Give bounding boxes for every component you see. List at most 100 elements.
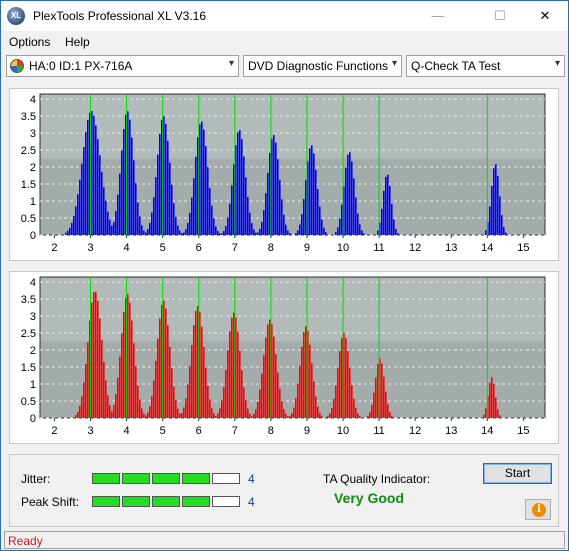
histogram-bar [197, 137, 199, 235]
x-tick-label: 2 [51, 425, 57, 437]
histogram-bar [227, 350, 229, 418]
histogram-bar [229, 331, 231, 418]
histogram-bar [203, 129, 205, 235]
plot-highlight [41, 278, 544, 342]
test-select[interactable]: Q-Check TA Test ▾ [406, 55, 565, 77]
histogram-bar [243, 156, 245, 235]
histogram-bar [319, 412, 321, 418]
histogram-bar [67, 230, 69, 235]
histogram-bar [281, 400, 283, 418]
info-button[interactable]: i [525, 499, 551, 520]
histogram-bar [145, 232, 147, 235]
histogram-bar [133, 343, 135, 418]
histogram-bar [173, 203, 175, 235]
histogram-bar [263, 210, 265, 235]
maximize-button[interactable]: ☐ [494, 8, 506, 23]
histogram-bar [263, 355, 265, 418]
histogram-bar [349, 368, 351, 418]
histogram-bar [119, 356, 121, 418]
histogram-bar [155, 177, 157, 235]
title-bar[interactable]: XL PlexTools Professional XL V3.16 — ☐ ✕ [1, 1, 568, 31]
histogram-bar [99, 155, 101, 235]
histogram-bar [249, 413, 251, 418]
x-tick-label: 5 [160, 425, 166, 437]
histogram-bar [237, 331, 239, 418]
histogram-bar [503, 227, 505, 235]
x-tick-label: 8 [268, 242, 274, 254]
histogram-bar [353, 178, 355, 235]
histogram-bar [179, 230, 181, 235]
histogram-bar [239, 350, 241, 418]
histogram-bar [159, 318, 161, 418]
peak-shift-label: Peak Shift: [21, 495, 80, 509]
histogram-bar [133, 160, 135, 235]
drive-select[interactable]: HA:0 ID:1 PX-716A ▾ [6, 55, 239, 77]
y-tick-label: 2 [30, 345, 36, 357]
histogram-bar [91, 302, 93, 418]
x-tick-label: 10 [337, 242, 349, 254]
histogram-bar [113, 222, 115, 235]
histogram-bar [233, 312, 235, 418]
histogram-bar [135, 183, 137, 235]
histogram-bar [165, 308, 167, 418]
histogram-bar [89, 112, 91, 235]
histogram-bar [161, 304, 163, 418]
histogram-bar [359, 224, 361, 235]
meter-segment [122, 473, 150, 484]
x-tick-label: 7 [232, 425, 238, 437]
start-button[interactable]: Start [483, 463, 552, 484]
function-select-value: DVD Diagnostic Functions [248, 59, 389, 73]
histogram-bar [231, 185, 233, 235]
histogram-bar [323, 227, 325, 235]
x-tick-label: 6 [196, 242, 202, 254]
histogram-bar [341, 337, 343, 418]
function-select[interactable]: DVD Diagnostic Functions ▾ [243, 55, 402, 77]
menu-options[interactable]: Options [9, 35, 51, 49]
histogram-bar [287, 416, 289, 418]
histogram-bar [231, 317, 233, 418]
plot-highlight [41, 95, 544, 159]
histogram-bar [187, 222, 189, 235]
histogram-bar [335, 385, 337, 418]
menu-help[interactable]: Help [65, 35, 90, 49]
histogram-bar [245, 400, 247, 418]
histogram-bar [103, 361, 105, 418]
status-text: Ready [8, 534, 43, 548]
histogram-bar [395, 228, 397, 235]
x-tick-label: 7 [232, 242, 238, 254]
histogram-bar [305, 326, 307, 418]
y-tick-label: 3.5 [21, 294, 36, 306]
histogram-bar [305, 180, 307, 235]
histogram-bar [199, 311, 201, 418]
histogram-bar [143, 230, 145, 235]
histogram-bar [253, 413, 255, 418]
meter-segment [212, 496, 240, 507]
info-icon: i [532, 503, 546, 517]
histogram-bar [73, 215, 75, 235]
histogram-bar [371, 404, 373, 418]
histogram-bar [141, 225, 143, 235]
close-button[interactable]: ✕ [539, 8, 551, 23]
histogram-bar [219, 233, 221, 235]
x-tick-label: 6 [196, 425, 202, 437]
histogram-bar [317, 406, 319, 418]
x-tick-label: 15 [517, 242, 529, 254]
histogram-bar [297, 230, 299, 235]
histogram-bar [109, 405, 111, 418]
histogram-bar [177, 225, 179, 235]
histogram-bar [199, 124, 201, 235]
test-select-value: Q-Check TA Test [411, 59, 501, 73]
histogram-bar [219, 408, 221, 418]
histogram-bar [129, 119, 131, 235]
histogram-bar [385, 391, 387, 418]
x-tick-label: 2 [51, 242, 57, 254]
meter-segment [122, 496, 150, 507]
ta-quality-label: TA Quality Indicator: [323, 472, 431, 486]
x-tick-label: 4 [124, 242, 130, 254]
x-tick-label: 3 [87, 425, 93, 437]
histogram-bar [175, 400, 177, 418]
minimize-button[interactable]: — [431, 8, 445, 23]
histogram-bar [347, 351, 349, 418]
histogram-bar [261, 373, 263, 418]
histogram-bar [153, 197, 155, 235]
